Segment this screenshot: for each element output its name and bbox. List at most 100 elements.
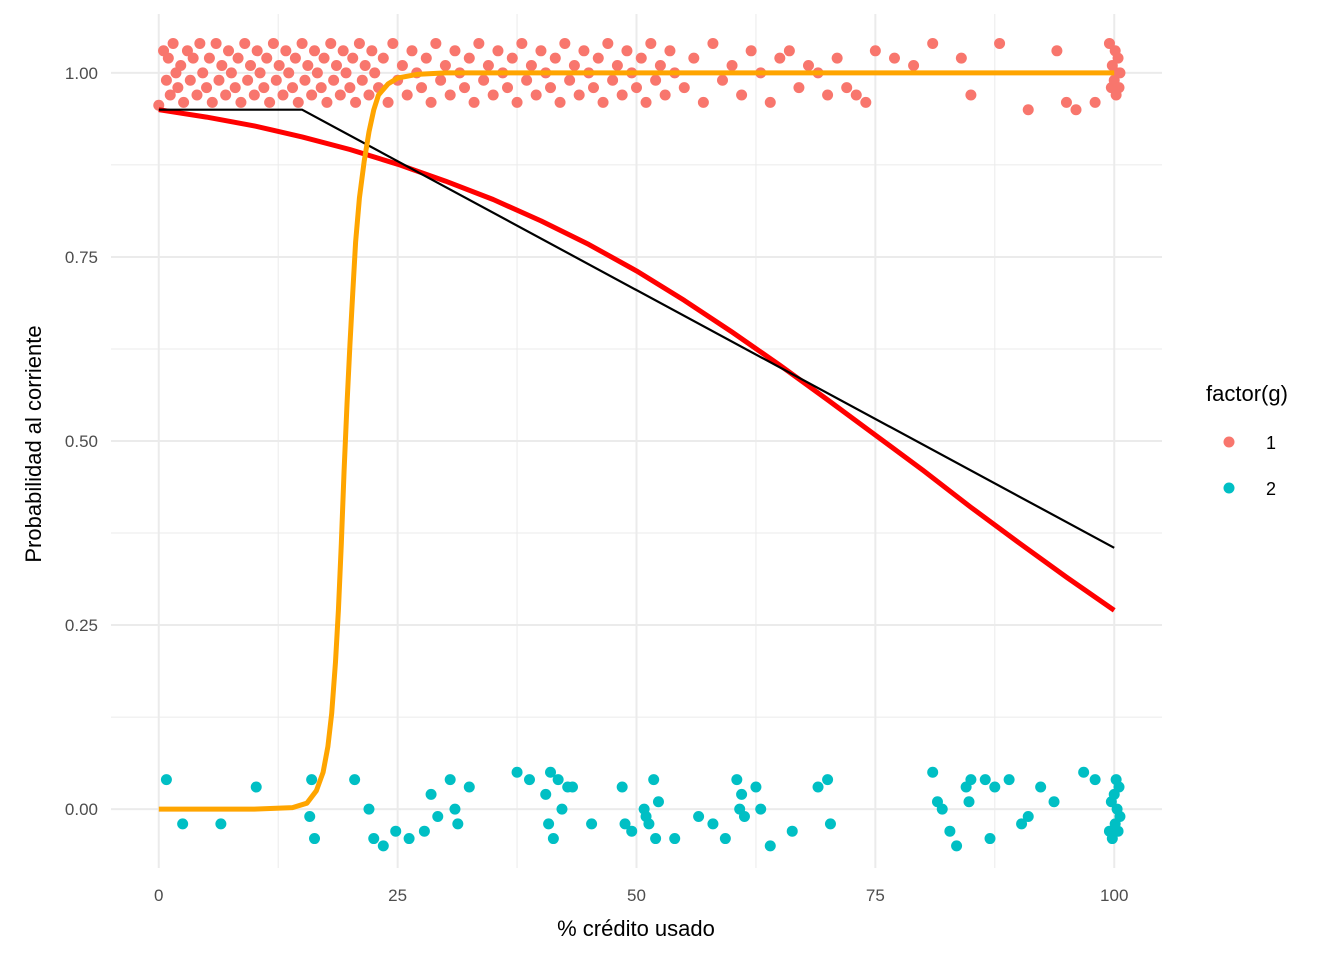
- data-point: [659, 89, 671, 101]
- data-point: [726, 60, 738, 72]
- data-point: [716, 74, 728, 86]
- data-point: [418, 825, 430, 837]
- data-point: [786, 825, 798, 837]
- data-point: [160, 74, 172, 86]
- data-point: [1114, 67, 1126, 79]
- data-point: [292, 96, 304, 108]
- data-point: [1022, 104, 1034, 116]
- data-point: [254, 67, 266, 79]
- data-point: [1113, 781, 1125, 793]
- data-point: [697, 96, 709, 108]
- legend-key-2: [1223, 482, 1235, 494]
- data-point: [296, 37, 308, 49]
- data-point: [774, 52, 786, 64]
- data-point: [707, 818, 719, 830]
- data-point: [387, 37, 399, 49]
- data-point: [650, 74, 662, 86]
- data-point: [439, 60, 451, 72]
- data-point: [764, 840, 776, 852]
- data-point: [309, 45, 321, 57]
- data-point: [321, 96, 333, 108]
- data-point: [965, 89, 977, 101]
- data-point: [330, 60, 342, 72]
- data-point: [349, 774, 361, 786]
- data-point: [648, 774, 660, 786]
- data-point: [645, 37, 657, 49]
- data-point: [944, 825, 956, 837]
- data-point: [425, 788, 437, 800]
- data-point: [1035, 781, 1047, 793]
- data-point: [736, 788, 748, 800]
- data-point: [841, 82, 853, 94]
- y-tick-label: 0.75: [65, 248, 98, 267]
- data-point: [306, 774, 318, 786]
- y-tick-label: 1.00: [65, 64, 98, 83]
- y-axis-ticks: 0.00 0.25 0.50 0.75 1.00: [65, 64, 98, 819]
- data-point: [1016, 818, 1028, 830]
- data-point: [554, 96, 566, 108]
- data-point: [167, 37, 179, 49]
- data-point: [812, 781, 824, 793]
- data-point: [1048, 796, 1060, 808]
- data-point: [160, 774, 172, 786]
- data-point: [640, 96, 652, 108]
- data-point: [654, 60, 666, 72]
- data-point: [203, 52, 215, 64]
- data-point: [304, 810, 316, 822]
- data-point: [273, 60, 285, 72]
- data-point: [631, 82, 642, 94]
- x-axis-title: % crédito usado: [557, 916, 715, 941]
- data-point: [597, 96, 609, 108]
- data-point: [793, 82, 805, 94]
- data-point: [347, 52, 359, 64]
- data-point: [277, 89, 289, 101]
- data-point: [463, 781, 475, 793]
- data-point: [545, 766, 557, 778]
- data-point: [425, 96, 437, 108]
- data-point: [377, 840, 389, 852]
- data-point: [248, 89, 260, 101]
- data-point: [463, 52, 475, 64]
- data-point: [502, 82, 514, 94]
- series-layer: [153, 37, 1126, 852]
- data-point: [232, 52, 244, 64]
- x-tick-label: 50: [627, 886, 646, 905]
- data-point: [334, 89, 346, 101]
- data-point: [602, 37, 614, 49]
- data-point: [963, 796, 975, 808]
- data-point: [311, 67, 323, 79]
- data-point: [216, 60, 228, 72]
- data-point: [191, 89, 203, 101]
- data-point: [688, 52, 700, 64]
- data-point: [552, 774, 564, 786]
- data-point: [382, 96, 394, 108]
- points-group-2: [160, 766, 1126, 852]
- data-point: [449, 803, 461, 815]
- y-axis-title: Probabilidad al corriente: [21, 325, 46, 562]
- data-point: [592, 52, 604, 64]
- data-point: [229, 82, 241, 94]
- data-point: [287, 82, 299, 94]
- data-point: [707, 37, 719, 49]
- data-point: [187, 52, 199, 64]
- data-point: [258, 82, 270, 94]
- data-point: [802, 60, 814, 72]
- data-point: [1060, 96, 1072, 108]
- data-point: [643, 818, 655, 830]
- data-point: [315, 82, 327, 94]
- points-group-1: [153, 37, 1126, 116]
- data-point: [564, 74, 576, 86]
- data-point: [616, 89, 628, 101]
- data-point: [621, 45, 633, 57]
- data-point: [215, 818, 227, 830]
- data-point: [459, 82, 471, 94]
- data-point: [1113, 82, 1125, 94]
- x-tick-label: 0: [154, 886, 163, 905]
- data-point: [927, 766, 939, 778]
- data-point: [824, 818, 836, 830]
- data-point: [652, 796, 664, 808]
- data-point: [242, 74, 254, 86]
- x-tick-label: 75: [866, 886, 885, 905]
- data-point: [1051, 45, 1063, 57]
- data-point: [210, 37, 222, 49]
